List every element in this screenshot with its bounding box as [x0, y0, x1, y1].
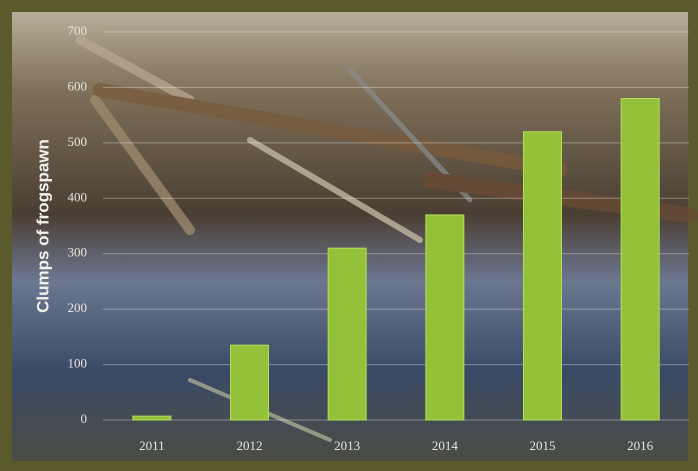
bar	[230, 344, 269, 421]
y-tick-label: 600	[68, 78, 88, 93]
y-tick-label: 700	[68, 23, 88, 38]
x-tick-label: 2012	[237, 438, 263, 453]
y-tick-label: 400	[68, 189, 88, 204]
bar	[523, 131, 562, 421]
y-tick-label: 300	[68, 245, 88, 260]
y-tick-label: 100	[68, 356, 88, 371]
bar	[132, 415, 172, 421]
x-tick-label: 2016	[627, 438, 654, 453]
x-tick-label: 2014	[432, 438, 459, 453]
bar	[327, 247, 367, 421]
bar	[620, 98, 660, 421]
y-axis-label: Clumps of frogspawn	[33, 139, 52, 313]
x-tick-label: 2015	[530, 438, 556, 453]
y-tick-label: 500	[68, 134, 88, 149]
x-tick-label: 2013	[334, 438, 360, 453]
y-tick-label: 200	[68, 300, 88, 315]
x-tick-label: 2011	[139, 438, 165, 453]
bar	[425, 214, 465, 421]
y-tick-label: 0	[81, 411, 88, 426]
